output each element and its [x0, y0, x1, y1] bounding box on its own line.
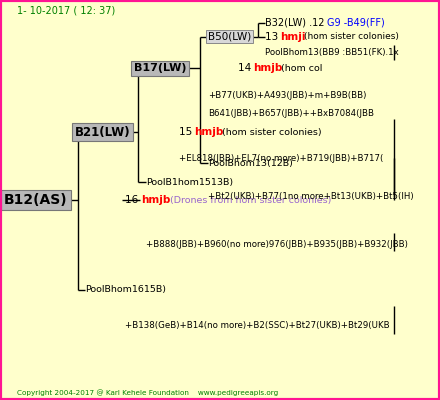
- Text: G9 -B49(FF): G9 -B49(FF): [327, 18, 385, 28]
- Text: 16: 16: [125, 195, 142, 205]
- Text: PoolB1hom1513B): PoolB1hom1513B): [146, 178, 233, 186]
- Text: +B138(GeB)+B14(no more)+B2(SSC)+Bt27(UKB)+Bt29(UKB: +B138(GeB)+B14(no more)+B2(SSC)+Bt27(UKB…: [125, 321, 390, 330]
- Text: hmjb: hmjb: [141, 195, 170, 205]
- Text: Copyright 2004-2017 @ Karl Kehele Foundation    www.pedigreeapis.org: Copyright 2004-2017 @ Karl Kehele Founda…: [17, 389, 279, 396]
- Text: B17(LW): B17(LW): [134, 64, 187, 74]
- Text: 15: 15: [179, 127, 195, 137]
- Text: B32(LW) .12: B32(LW) .12: [264, 18, 324, 28]
- Text: B12(AS): B12(AS): [4, 193, 68, 207]
- Text: hmjb: hmjb: [194, 127, 223, 137]
- Text: +B888(JBB)+B960(no more)976(JBB)+B935(JBB)+B932(JBB): +B888(JBB)+B960(no more)976(JBB)+B935(JB…: [146, 240, 407, 249]
- Text: 1- 10-2017 ( 12: 37): 1- 10-2017 ( 12: 37): [17, 6, 115, 16]
- Text: B50(LW): B50(LW): [208, 32, 251, 42]
- Text: hmji: hmji: [280, 32, 306, 42]
- Text: PoolBhom13(12B): PoolBhom13(12B): [208, 159, 293, 168]
- Text: 14: 14: [238, 64, 255, 74]
- Text: (hom col: (hom col: [281, 64, 323, 73]
- Text: (Drones from hom sister colonies): (Drones from hom sister colonies): [170, 196, 331, 204]
- Text: +Bt2(UKB)+B77(1no more+Bt13(UKB)+Bt5(IH): +Bt2(UKB)+B77(1no more+Bt13(UKB)+Bt5(IH): [208, 192, 414, 201]
- Text: +B77(UKB)+A493(JBB)+m+B9B(BB): +B77(UKB)+A493(JBB)+m+B9B(BB): [208, 91, 367, 100]
- Text: B641(JBB)+B657(JBB)++BxB7084(JBB: B641(JBB)+B657(JBB)++BxB7084(JBB: [208, 109, 374, 118]
- Text: 13: 13: [264, 32, 281, 42]
- Text: B21(LW): B21(LW): [75, 126, 131, 139]
- Text: PoolBhom1615B): PoolBhom1615B): [85, 285, 166, 294]
- Text: (hom sister colonies): (hom sister colonies): [222, 128, 321, 137]
- Text: (hom sister colonies): (hom sister colonies): [304, 32, 399, 41]
- Text: +EL818(JBB)+EL7(no more)+B719(JBB)+B717(: +EL818(JBB)+EL7(no more)+B719(JBB)+B717(: [179, 154, 383, 163]
- Text: PoolBhom13(BB9 :BB51(FK).1x: PoolBhom13(BB9 :BB51(FK).1x: [264, 48, 398, 57]
- Text: hmjb: hmjb: [253, 64, 282, 74]
